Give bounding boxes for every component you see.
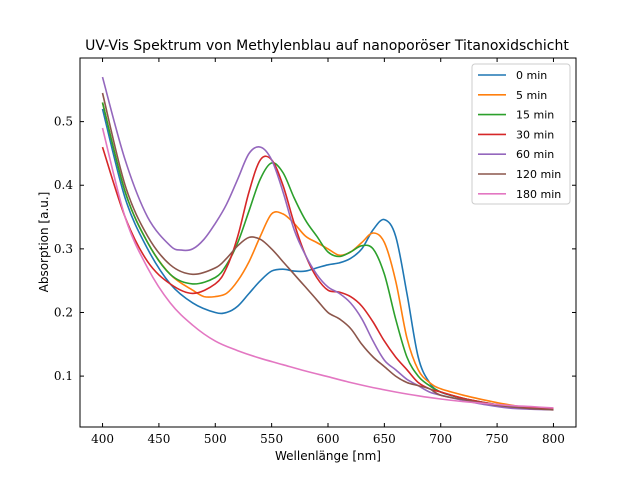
legend: 0 min 5 min 15 min 30 min 60 min 120 min 180 m… xyxy=(471,63,571,205)
y-tick-label: 0.5 xyxy=(54,115,73,129)
x-tick-label: 450 xyxy=(147,432,170,446)
chart-title: UV-Vis Spektrum von Methylenblau auf nan… xyxy=(85,38,569,54)
x-tick-label: 650 xyxy=(373,432,396,446)
legend-label-4: 60 min xyxy=(516,148,554,161)
x-axis-ticks: 400 450 500 550 600 650 700 750 800 xyxy=(91,58,565,446)
x-tick-label: 600 xyxy=(317,432,340,446)
legend-label-0: 0 min xyxy=(516,69,547,82)
x-tick-label: 500 xyxy=(204,432,227,446)
x-tick-label: 400 xyxy=(91,432,114,446)
y-axis-ticks: 0.1 0.2 0.3 0.4 0.5 xyxy=(54,115,576,383)
y-axis-label: Absorption [a.u.] xyxy=(37,192,51,293)
legend-label-5: 120 min xyxy=(516,168,561,181)
legend-label-1: 5 min xyxy=(516,89,547,102)
legend-label-2: 15 min xyxy=(516,109,554,122)
x-tick-label: 800 xyxy=(542,432,565,446)
y-tick-label: 0.4 xyxy=(54,178,73,192)
x-axis-label: Wellenlänge [nm] xyxy=(275,449,381,463)
legend-label-6: 180 min xyxy=(516,188,561,201)
legend-label-3: 30 min xyxy=(516,128,554,141)
x-tick-label: 750 xyxy=(486,432,509,446)
y-tick-label: 0.1 xyxy=(54,369,73,383)
series-line-4 xyxy=(101,76,554,411)
series-line-1 xyxy=(101,102,554,410)
series-line-6 xyxy=(101,127,554,409)
legend-box xyxy=(471,63,571,205)
x-tick-label: 550 xyxy=(260,432,283,446)
y-tick-label: 0.2 xyxy=(54,305,73,319)
x-tick-label: 700 xyxy=(429,432,452,446)
plot-lines xyxy=(101,76,554,411)
y-tick-label: 0.3 xyxy=(54,242,73,256)
series-line-3 xyxy=(101,146,554,410)
series-line-5 xyxy=(101,92,554,411)
